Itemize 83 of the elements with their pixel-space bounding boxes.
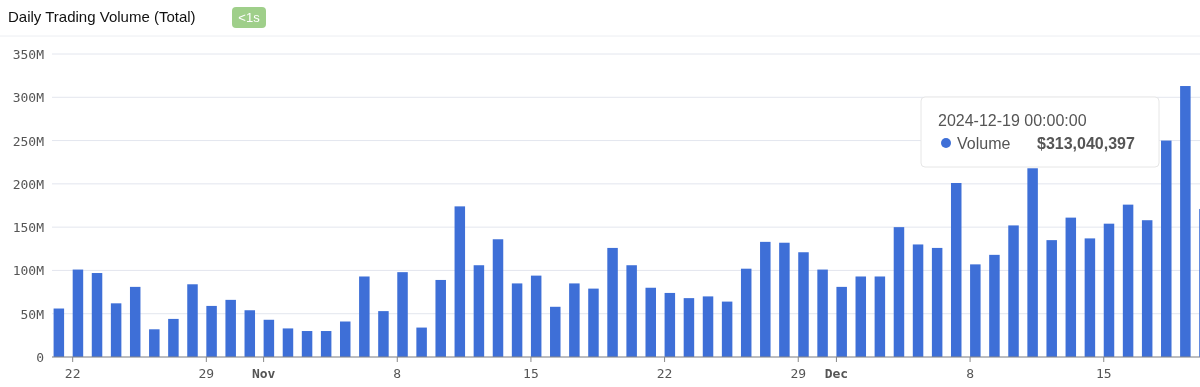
bar	[244, 310, 256, 357]
x-tick-label: 15	[1095, 366, 1112, 381]
status-badge: <1s	[232, 7, 266, 28]
bar	[1027, 168, 1038, 357]
bar	[1084, 238, 1096, 357]
y-tick-label: 250M	[12, 133, 45, 149]
bar	[473, 265, 485, 357]
bar	[1065, 217, 1077, 357]
bar	[1141, 220, 1153, 357]
bar	[645, 287, 656, 357]
chart-title: Daily Trading Volume (Total)	[8, 8, 196, 25]
bar	[702, 296, 714, 357]
bar	[416, 327, 427, 357]
bar	[760, 241, 771, 357]
bar	[454, 206, 466, 357]
bar	[817, 269, 828, 357]
bar	[912, 244, 924, 357]
bar	[435, 279, 446, 357]
bar	[1161, 140, 1172, 357]
bar	[683, 298, 695, 357]
bar	[110, 303, 122, 357]
bar	[282, 328, 294, 357]
bar	[339, 321, 351, 357]
bar	[530, 275, 542, 357]
bar	[378, 311, 389, 357]
x-tick-label: 29	[198, 366, 215, 381]
bar	[550, 306, 561, 357]
bar	[607, 247, 618, 357]
bar	[989, 254, 1000, 357]
x-tick-label: Nov	[251, 366, 276, 381]
bar	[931, 247, 943, 357]
bar	[1180, 86, 1191, 357]
bar	[511, 283, 523, 357]
bar	[263, 319, 275, 357]
bar	[53, 308, 65, 357]
bar	[740, 268, 752, 357]
y-tick-label: 100M	[12, 263, 45, 279]
x-tick-label: 22	[656, 366, 673, 381]
bar	[397, 272, 408, 357]
bar	[492, 239, 504, 357]
y-tick-label: 0	[36, 350, 44, 365]
bar	[874, 276, 886, 357]
bar	[320, 331, 332, 357]
y-tick-label: 350M	[12, 47, 45, 62]
y-tick-label: 300M	[12, 90, 45, 106]
bar	[129, 286, 141, 357]
annotation: $313,040,397	[1037, 135, 1135, 152]
bar	[893, 227, 905, 357]
legend-label: Volume	[957, 135, 1011, 152]
bar	[1122, 204, 1134, 357]
bar	[664, 292, 676, 357]
bar	[359, 276, 370, 357]
x-tick-label: 8	[966, 366, 974, 381]
bar	[91, 273, 103, 357]
bar	[626, 265, 637, 357]
y-tick-label: 200M	[12, 176, 45, 192]
bar	[569, 283, 580, 357]
y-tick-label: 150M	[12, 220, 45, 236]
bar	[950, 182, 962, 357]
bar	[225, 299, 236, 357]
bar	[1008, 225, 1019, 357]
bar	[149, 329, 160, 357]
bar	[721, 301, 733, 357]
y-tick-label: 50M	[20, 306, 45, 322]
bar	[1103, 223, 1115, 357]
x-tick-label: 8	[393, 366, 402, 381]
bar	[301, 331, 313, 357]
bar	[168, 318, 179, 357]
bar	[1046, 240, 1057, 357]
annotation: 2024-12-19 00:00:00	[938, 112, 1087, 129]
bar	[72, 269, 84, 357]
bar	[836, 286, 847, 357]
x-tick-label: 15	[523, 366, 539, 381]
bar	[206, 305, 217, 357]
bar	[187, 284, 198, 357]
x-tick-label: Dec	[824, 366, 849, 381]
x-tick-label: 29	[790, 366, 807, 381]
bar	[798, 252, 809, 357]
bar	[588, 288, 599, 357]
x-tick-label: 22	[64, 366, 81, 381]
bar	[970, 264, 981, 357]
bar	[779, 242, 790, 357]
bar	[855, 276, 867, 357]
